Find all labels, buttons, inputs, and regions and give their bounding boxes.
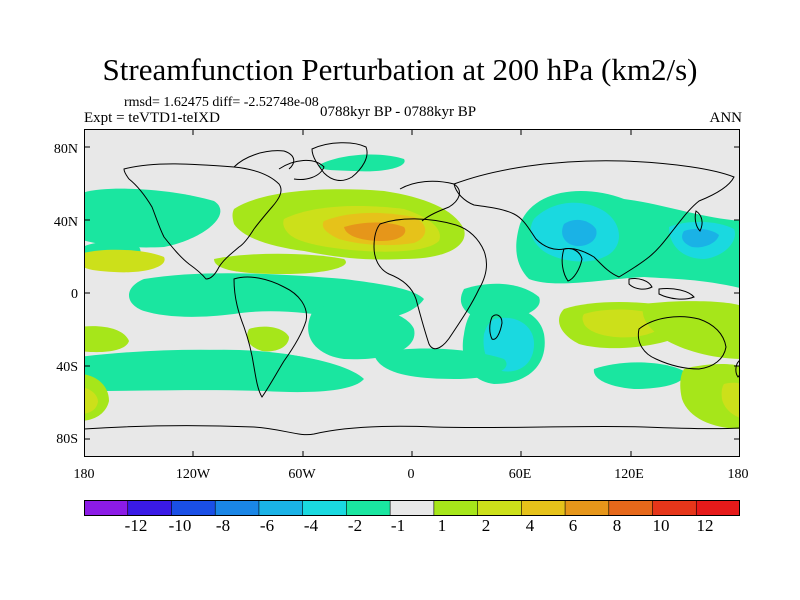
coastlines [84,142,740,436]
lon-label-0: 0 [407,467,415,482]
colorbar-box-13 [608,500,654,516]
colorbar-box-2 [127,500,173,516]
lat-label-40s: 40S [56,360,78,375]
colorbar-label-4: -6 [259,516,275,535]
colorbar-box-10 [477,500,523,516]
colorbar-box-1 [84,500,129,516]
colorbar-label-2: -10 [168,516,192,535]
colorbar-box-9 [433,500,479,516]
lon-label-120e: 120E [614,467,644,482]
lon-label-180e: 180 [727,467,749,482]
colorbar-label-9: 2 [481,516,491,535]
colorbar-box-8 [389,500,435,516]
colorbar-box-5 [258,500,304,516]
lat-label-40n: 40N [53,215,78,230]
map-frame [84,129,740,457]
colorbar-label-8: 1 [437,516,447,535]
lat-label-eq: 0 [71,287,78,302]
experiment-label: Expt = teVTD1-teIXD [84,110,220,126]
colorbar-label-5: -4 [303,516,319,535]
stats-label: rmsd= 1.62475 diff= -2.52748e-08 [124,95,319,110]
streamfunction-map [84,129,740,457]
positive-contours [84,189,740,429]
colorbar-box-7 [346,500,391,516]
period-label: 0788kyr BP - 0788kyr BP [320,104,477,120]
colorbar-label-7: -1 [390,516,406,535]
colorbar-label-13: 10 [652,516,670,535]
figure-title: Streamfunction Perturbation at 200 hPa (… [102,52,698,87]
colorbar-label-12: 8 [612,516,622,535]
colorbar-box-6 [302,500,348,516]
colorbar-label-6: -2 [347,516,363,535]
colorbar-label-14: 12 [696,516,714,535]
colorbar-label-11: 6 [568,516,578,535]
colorbar-label-1: -12 [124,516,148,535]
lon-label-60e: 60E [508,467,532,482]
lat-label-80n: 80N [53,142,78,157]
colorbar-box-15 [695,500,740,516]
negative-contours [84,154,740,393]
lon-label-180w: 180 [73,467,95,482]
colorbar-box-12 [564,500,610,516]
colorbar-label-10: 4 [525,516,535,535]
colorbar-box-4 [214,500,260,516]
colorbar-label-3: -8 [215,516,231,535]
season-label: ANN [709,110,743,126]
colorbar-box-11 [521,500,566,516]
lon-label-60w: 60W [288,467,316,482]
lat-label-80s: 80S [56,432,78,447]
colorbar [84,500,740,516]
colorbar-box-3 [171,500,217,516]
colorbar-box-14 [652,500,698,516]
lon-label-120w: 120W [175,467,211,482]
